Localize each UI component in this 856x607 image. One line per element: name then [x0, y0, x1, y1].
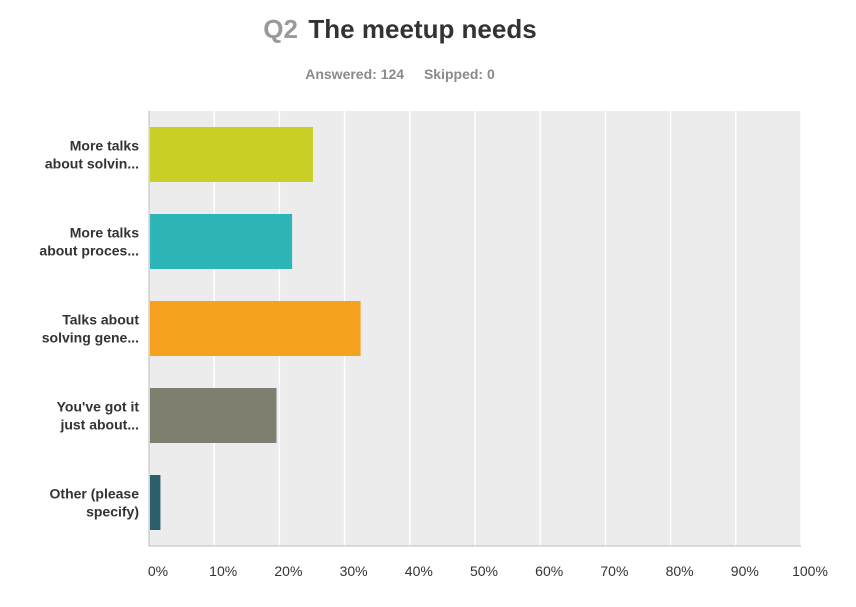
bar	[150, 475, 161, 530]
category-label: More talks	[70, 225, 139, 241]
category-label: More talks	[70, 138, 139, 154]
category-label: just about...	[59, 417, 139, 433]
category-label: Talks about	[62, 312, 139, 328]
x-tick-label: 70%	[600, 563, 628, 579]
category-label: about solvin...	[45, 156, 139, 172]
response-summary: Answered: 124 Skipped: 0	[0, 66, 800, 82]
category-label: Other (please	[50, 486, 140, 502]
x-tick-label: 100%	[792, 563, 828, 579]
x-tick-label: 20%	[274, 563, 302, 579]
bar	[150, 127, 313, 182]
x-tick-label: 0%	[148, 563, 168, 579]
x-tick-label: 60%	[535, 563, 563, 579]
category-label: about proces...	[39, 243, 139, 259]
x-tick-label: 50%	[470, 563, 498, 579]
question-number: Q2	[263, 14, 298, 44]
question-header: Q2 The meetup needs	[0, 14, 800, 45]
x-tick-label: 80%	[666, 563, 694, 579]
x-tick-label: 10%	[209, 563, 237, 579]
x-tick-label: 90%	[731, 563, 759, 579]
answered-count: Answered: 124	[305, 66, 405, 82]
bar	[150, 388, 277, 443]
x-tick-label: 40%	[405, 563, 433, 579]
x-tick-label: 30%	[340, 563, 368, 579]
skipped-count: Skipped: 0	[423, 66, 495, 82]
category-label: specify)	[86, 504, 139, 520]
question-title: The meetup needs	[308, 14, 537, 44]
category-label: solving gene...	[42, 330, 139, 346]
bar	[150, 214, 293, 269]
category-label: You've got it	[57, 399, 140, 415]
bar	[150, 301, 361, 356]
